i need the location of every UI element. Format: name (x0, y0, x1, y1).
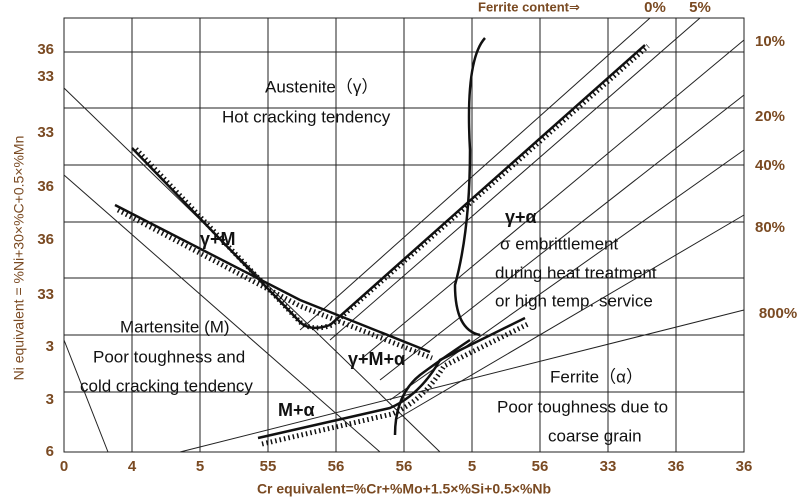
x-tick-label: 56 (532, 458, 549, 475)
ferrite-header: Ferrite content⇒ (478, 0, 580, 14)
region-label: cold cracking tendency (80, 376, 253, 395)
ferrite-label: 800% (759, 305, 797, 322)
y-tick-label: 36 (37, 41, 54, 58)
x-tick-label: 36 (736, 458, 753, 475)
y-tick-label: 3 (46, 391, 54, 408)
region-label: or high temp. service (495, 291, 653, 310)
y-tick-label: 36 (37, 231, 54, 248)
ferrite-label: 0% (644, 0, 666, 16)
region-label: Poor toughness and (93, 347, 245, 366)
y-tick-label: 33 (37, 68, 54, 85)
phase-boundaries (114, 37, 650, 447)
region-label: M+α (278, 400, 315, 420)
ferrite-lines (63, 17, 745, 453)
x-tick-label: 33 (600, 458, 617, 475)
x-axis-label: Cr equivalent=%Cr+%Mo+1.5×%Si+0.5×%Nb (257, 481, 551, 497)
x-tick-label: 55 (260, 458, 277, 475)
region-label: coarse grain (548, 426, 642, 445)
y-tick-label: 36 (37, 178, 54, 195)
region-label: σ embrittlement (500, 234, 618, 253)
y-tick-label: 3 (46, 338, 54, 355)
x-tick-label: 56 (328, 458, 345, 475)
region-label: during heat treatment (495, 263, 657, 282)
x-tick-label: 56 (396, 458, 413, 475)
region-label: Austenite（γ） (265, 77, 378, 96)
ferrite-label: 40% (755, 157, 785, 174)
region-label: Ferrite（α） (550, 367, 643, 386)
y-tick-label: 33 (37, 286, 54, 303)
region-label: Martensite (M) (120, 317, 230, 336)
x-tick-label: 4 (128, 458, 137, 475)
x-tick-label: 36 (668, 458, 685, 475)
x-tick-label: 5 (196, 458, 204, 475)
region-label: γ+M+α (348, 349, 405, 369)
y-tick-label: 6 (46, 443, 54, 460)
region-label: γ+α (505, 207, 537, 227)
ferrite-label: 5% (689, 0, 711, 16)
ferrite-label: 10% (755, 33, 785, 50)
y-tick-label: 33 (37, 124, 54, 141)
x-tick-label: 0 (60, 458, 68, 475)
region-label: Poor toughness due to (497, 397, 668, 416)
ferrite-label: 20% (755, 108, 785, 125)
frame (63, 17, 745, 453)
region-label: γ+M (200, 229, 236, 249)
y-axis-label: Ni equivalent = %Ni+30×%C+0.5×%Mn (11, 136, 27, 381)
ferrite-label: 80% (755, 219, 785, 236)
region-label: Hot cracking tendency (222, 107, 391, 126)
x-tick-label: 5 (468, 458, 476, 475)
